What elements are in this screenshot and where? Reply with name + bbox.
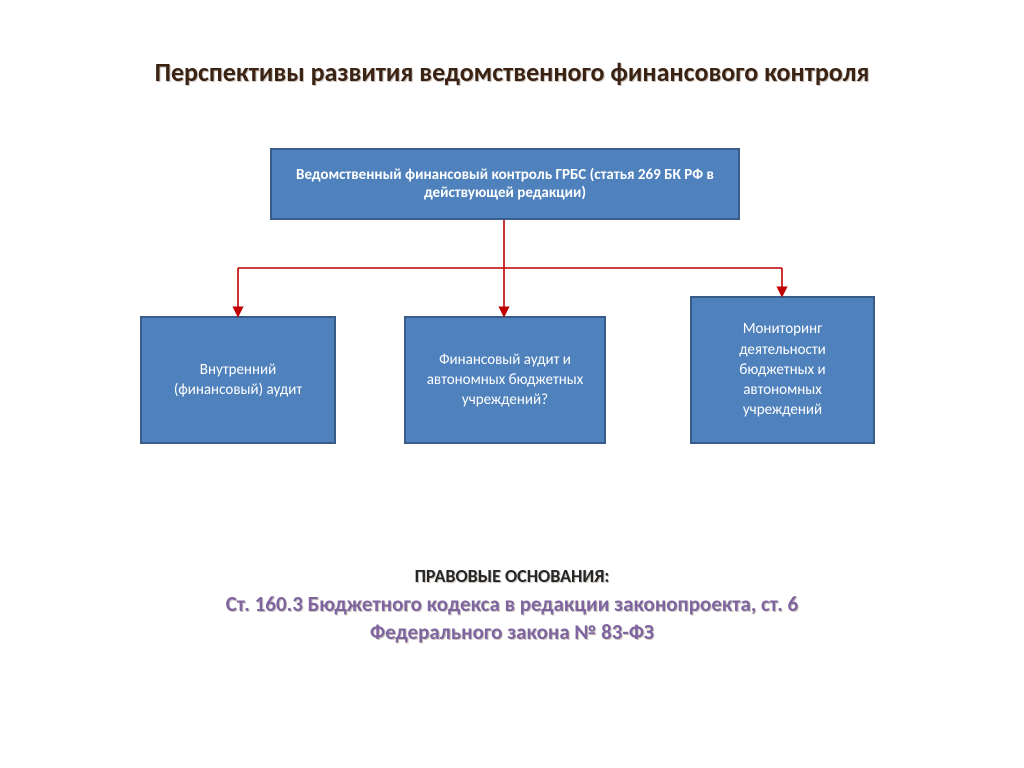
footer-heading: ПРАВОВЫЕ ОСНОВАНИЯ: bbox=[0, 565, 1024, 587]
child-box-0-text: Внутренний (финансовый) аудит bbox=[154, 360, 322, 401]
child-box-2: Мониторинг деятельности бюджетных и авто… bbox=[690, 296, 875, 444]
top-box-text: Ведомственный финансовый контроль ГРБС (… bbox=[292, 166, 718, 202]
top-box: Ведомственный финансовый контроль ГРБС (… bbox=[270, 148, 740, 220]
child-box-1-text: Финансовый аудит и автономных бюджетных … bbox=[418, 350, 592, 411]
child-box-0: Внутренний (финансовый) аудит bbox=[140, 316, 336, 444]
slide-title-text: Перспективы развития ведомственного фина… bbox=[155, 56, 870, 88]
slide-title: Перспективы развития ведомственного фина… bbox=[140, 56, 884, 89]
footer-link: Ст. 160.3 Бюджетного кодекса в редакции … bbox=[0, 590, 1024, 646]
footer-heading-text: ПРАВОВЫЕ ОСНОВАНИЯ: bbox=[415, 565, 610, 587]
child-box-1: Финансовый аудит и автономных бюджетных … bbox=[404, 316, 606, 444]
child-box-2-text: Мониторинг деятельности бюджетных и авто… bbox=[704, 319, 861, 420]
footer-link-text: Ст. 160.3 Бюджетного кодекса в редакции … bbox=[192, 590, 832, 646]
